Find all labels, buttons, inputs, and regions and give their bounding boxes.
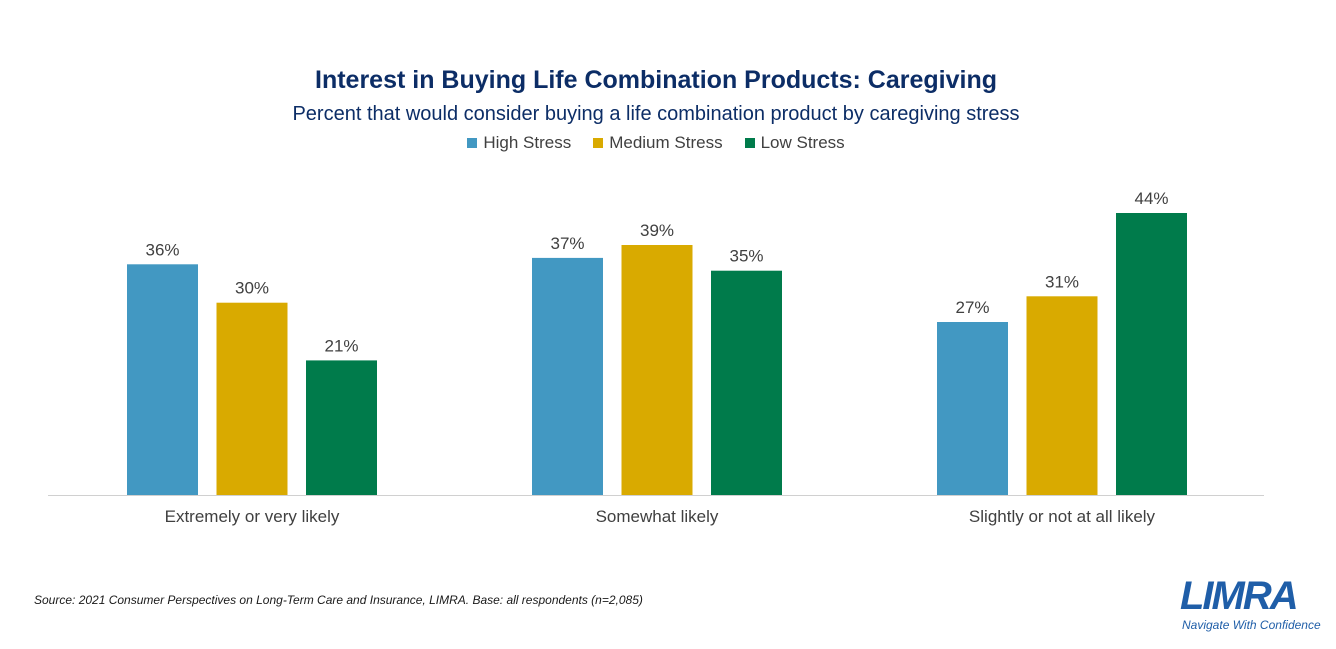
logo-wordmark: LIMRA (1180, 574, 1299, 618)
source-note: Source: 2021 Consumer Perspectives on Lo… (34, 593, 643, 607)
data-label-medium-stress-slightly-or-not-at-all-likely: 31% (1045, 272, 1079, 291)
chart-title: Interest in Buying Life Combination Prod… (315, 66, 997, 94)
data-label-low-stress-slightly-or-not-at-all-likely: 44% (1134, 189, 1168, 208)
bar-high-stress-somewhat-likely (532, 257, 603, 495)
category-label-somewhat-likely: Somewhat likely (596, 507, 719, 526)
chart-subtitle: Percent that would consider buying a lif… (292, 103, 1020, 125)
bar-low-stress-extremely-or-very-likely (306, 360, 377, 495)
bar-medium-stress-somewhat-likely (621, 245, 693, 495)
legend-swatch-medium-stress (593, 138, 604, 148)
data-label-medium-stress-somewhat-likely: 39% (640, 221, 674, 240)
limra-logo: LIMRA Navigate With Confidence (1176, 574, 1326, 636)
bar-low-stress-somewhat-likely (711, 270, 782, 495)
legend-swatch-low-stress (744, 138, 755, 148)
data-label-high-stress-slightly-or-not-at-all-likely: 27% (955, 298, 989, 317)
logo-tagline: Navigate With Confidence (1182, 618, 1321, 632)
data-label-low-stress-extremely-or-very-likely: 21% (324, 336, 358, 355)
legend-label-low-stress: Low Stress (760, 133, 845, 152)
legend-item-medium-stress: Medium Stress (593, 133, 723, 153)
legend-label-high-stress: High Stress (483, 133, 572, 152)
category-label-extremely-or-very-likely: Extremely or very likely (165, 507, 340, 526)
bar-low-stress-slightly-or-not-at-all-likely (1116, 213, 1187, 495)
data-label-high-stress-extremely-or-very-likely: 36% (145, 240, 179, 259)
chart-legend: High Stress Medium Stress Low Stress (0, 133, 1312, 153)
bar-medium-stress-slightly-or-not-at-all-likely (1026, 296, 1098, 495)
legend-item-low-stress: Low Stress (744, 133, 845, 153)
data-label-low-stress-somewhat-likely: 35% (729, 247, 763, 266)
legend-label-medium-stress: Medium Stress (609, 133, 723, 152)
legend-swatch-high-stress (467, 138, 478, 148)
legend-item-high-stress: High Stress (467, 133, 571, 153)
data-label-medium-stress-extremely-or-very-likely: 30% (235, 279, 269, 298)
bar-medium-stress-extremely-or-very-likely (216, 302, 288, 495)
bar-high-stress-extremely-or-very-likely (127, 264, 198, 495)
category-label-slightly-or-not-at-all-likely: Slightly or not at all likely (969, 507, 1156, 526)
data-label-high-stress-somewhat-likely: 37% (550, 234, 584, 253)
bar-high-stress-slightly-or-not-at-all-likely (937, 322, 1008, 495)
